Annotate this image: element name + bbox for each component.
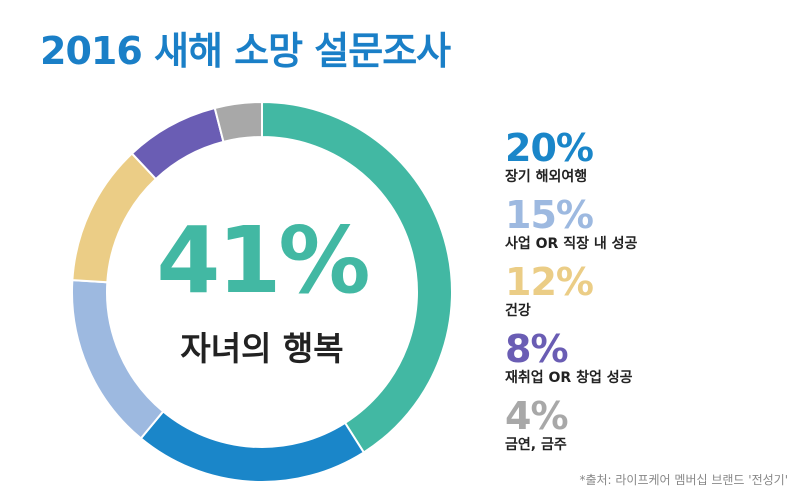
donut-slice-3	[71, 152, 158, 284]
legend-label: 사업 OR 직장 내 성공	[505, 236, 638, 252]
legend-label: 재취업 OR 창업 성공	[505, 370, 633, 386]
donut-slice-2	[71, 279, 165, 440]
legend-label: 금연, 금주	[505, 437, 567, 453]
legend: 20% 장기 해외여행 15% 사업 OR 직장 내 성공 12% 건강 8% …	[505, 128, 795, 463]
legend-value: 12%	[505, 260, 594, 304]
legend-item: 15% 사업 OR 직장 내 성공	[505, 195, 795, 262]
donut-slice-4	[130, 106, 225, 181]
legend-item: 20% 장기 해외여행	[505, 128, 795, 195]
source-note: *출처: 라이프케어 멤버십 브랜드 '전성기'	[579, 473, 788, 487]
donut-chart	[71, 100, 453, 483]
page-title: 2016 새해 소망 설문조사	[40, 29, 451, 73]
donut-slice-5	[213, 100, 263, 144]
legend-label: 장기 해외여행	[505, 169, 588, 185]
legend-value: 20%	[505, 126, 594, 170]
legend-value: 4%	[505, 394, 569, 438]
legend-value: 15%	[505, 193, 594, 237]
legend-item: 12% 건강	[505, 262, 795, 329]
donut-slice-1	[139, 410, 366, 483]
legend-item: 8% 재취업 OR 창업 성공	[505, 329, 795, 396]
legend-label: 건강	[505, 303, 531, 319]
center-percentage: 41%	[156, 207, 370, 314]
center-label: 자녀의 행복	[180, 329, 344, 368]
legend-item: 4% 금연, 금주	[505, 396, 795, 463]
legend-value: 8%	[505, 327, 569, 371]
